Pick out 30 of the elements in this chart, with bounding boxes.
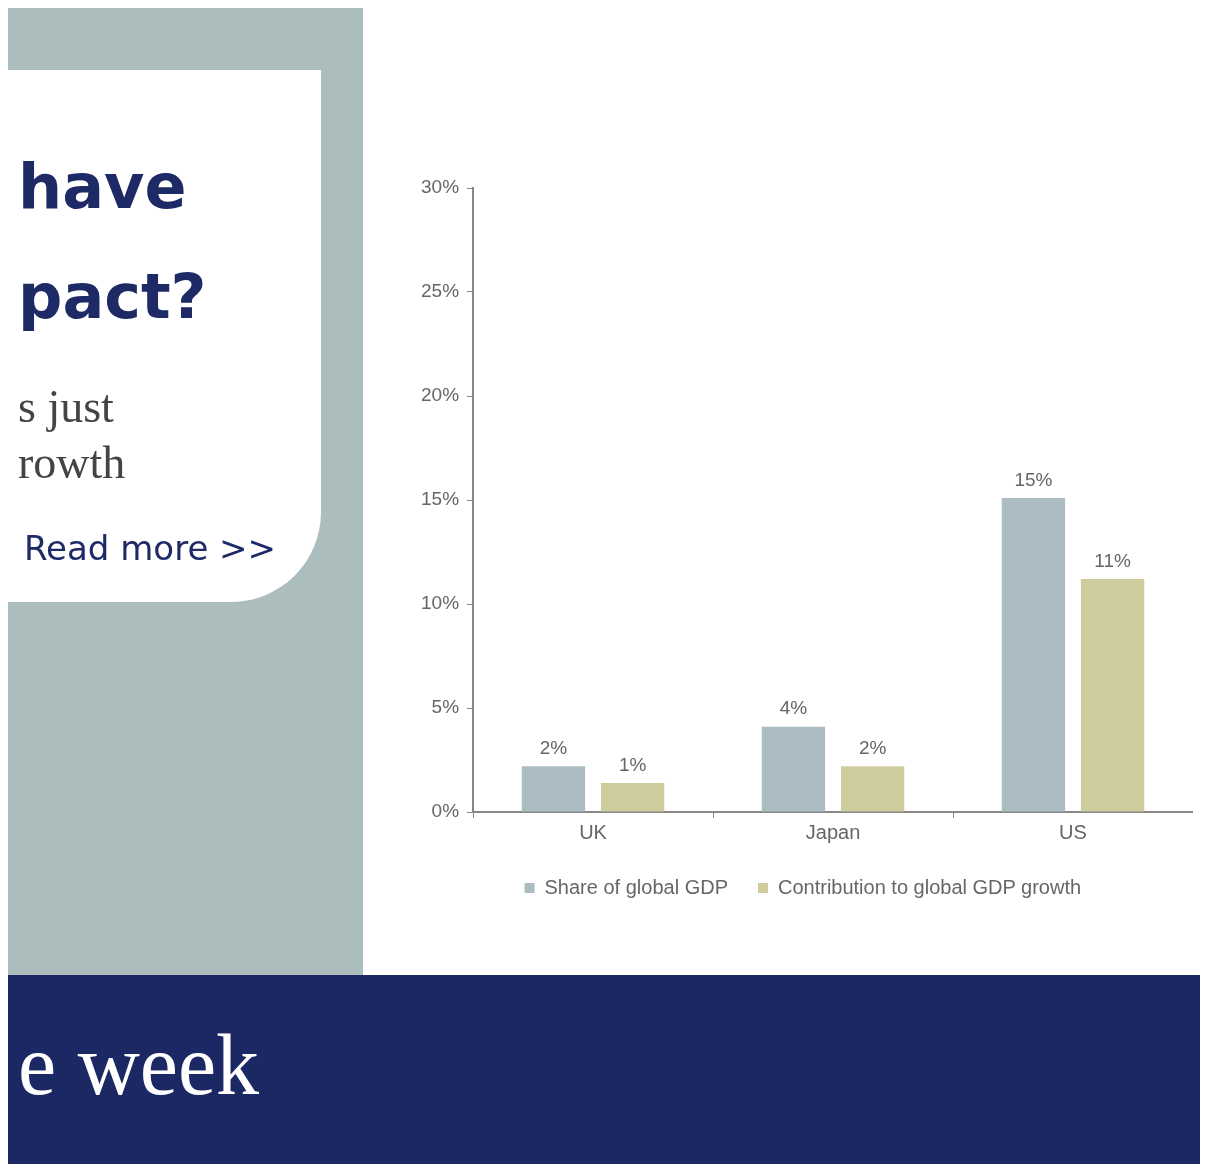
y-tick-label: 25%: [421, 280, 460, 302]
x-tick-label: Japan: [805, 820, 861, 843]
data-label: 1%: [618, 753, 647, 775]
y-tick-label: 15%: [421, 488, 460, 510]
y-tick-label: 0%: [431, 800, 460, 822]
y-tick-label: 20%: [421, 384, 460, 406]
legend-label: Contribution to global GDP growth: [777, 875, 1082, 898]
data-label: 2%: [539, 736, 568, 758]
y-tick-label: 5%: [431, 696, 460, 718]
bar: [840, 766, 905, 812]
y-tick-label: 10%: [421, 592, 460, 614]
bar: [1001, 497, 1066, 812]
data-label: 11%: [1094, 549, 1132, 571]
text: e week: [18, 1016, 260, 1115]
text: Read more >>: [24, 528, 277, 568]
data-label: 2%: [858, 736, 887, 758]
bar: [600, 782, 665, 812]
data-label: 15%: [1014, 468, 1053, 490]
bar: [521, 766, 586, 812]
bar: [761, 726, 826, 812]
text: rowth: [18, 436, 126, 489]
data-label: 4%: [779, 697, 808, 719]
text: have: [18, 150, 187, 223]
x-tick-label: US: [1059, 820, 1087, 843]
text: s just: [18, 380, 114, 433]
text: pact?: [18, 260, 207, 333]
y-tick-label: 30%: [421, 176, 460, 198]
bar: [1080, 579, 1145, 812]
x-tick-label: UK: [579, 820, 608, 843]
legend-label: Share of global GDP: [544, 875, 728, 898]
